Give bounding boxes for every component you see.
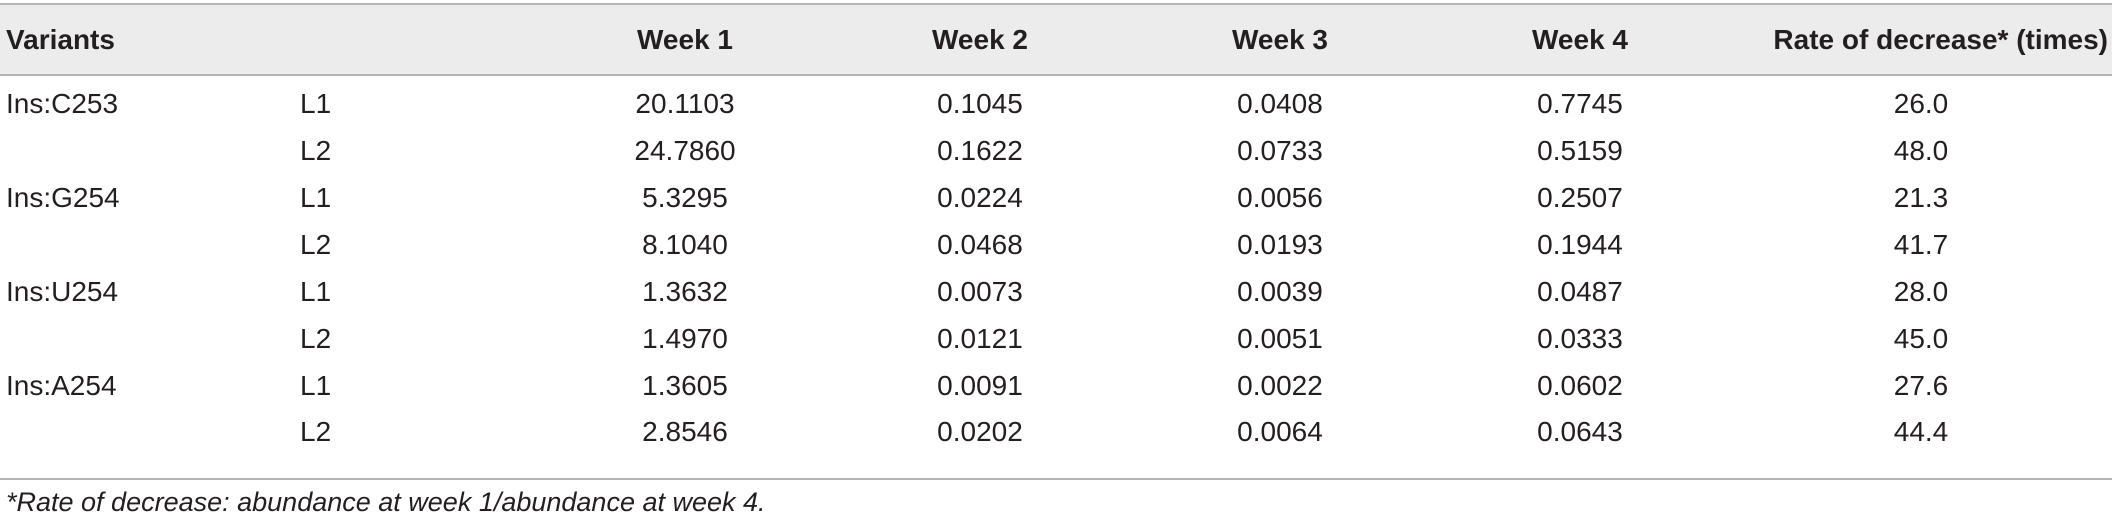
week-1-cell: 1.3632 bbox=[642, 275, 728, 307]
rate-cell: 45.0 bbox=[1893, 322, 1949, 354]
table-row: Ins:A254 L1 1.3605 0.0091 0.0022 0.0602 … bbox=[0, 362, 2112, 409]
week-2-cell: 0.0202 bbox=[937, 416, 1023, 447]
variant-cell bbox=[0, 221, 300, 268]
table-row: L2 1.4970 0.0121 0.0051 0.0333 45.0 bbox=[0, 315, 2112, 362]
variant-cell: Ins:G254 bbox=[6, 181, 120, 213]
week-4-cell: 0.1944 bbox=[1537, 228, 1623, 260]
week-4-cell: 0.2507 bbox=[1537, 181, 1623, 213]
table-row: Ins:U254 L1 1.3632 0.0073 0.0039 0.0487 … bbox=[0, 268, 2112, 315]
table-bottom-rule bbox=[0, 478, 2112, 480]
line-cell: L1 bbox=[300, 87, 332, 119]
week-4-cell: 0.0487 bbox=[1537, 275, 1623, 307]
week-1-cell: 5.3295 bbox=[642, 181, 728, 213]
header-rate-of-decrease: Rate of decrease* (times) bbox=[1773, 23, 2108, 55]
week-1-cell: 24.7860 bbox=[634, 134, 736, 166]
variant-cell: Ins:A254 bbox=[6, 369, 117, 401]
table-row: Ins:G254 L1 5.3295 0.0224 0.0056 0.2507 … bbox=[0, 174, 2112, 221]
rate-cell: 41.7 bbox=[1893, 228, 1949, 260]
week-1-cell: 1.3605 bbox=[642, 369, 728, 401]
line-cell: L1 bbox=[300, 369, 332, 401]
line-cell: L2 bbox=[300, 228, 332, 260]
table-body: Ins:C253 L1 20.1103 0.1045 0.0408 0.7745… bbox=[0, 75, 2112, 461]
table-row: L2 8.1040 0.0468 0.0193 0.1944 41.7 bbox=[0, 221, 2112, 268]
line-cell: L1 bbox=[300, 275, 332, 307]
week-2-cell: 0.0224 bbox=[937, 181, 1023, 213]
rate-cell: 44.4 bbox=[1893, 416, 1949, 447]
week-3-cell: 0.0408 bbox=[1237, 87, 1323, 119]
week-4-cell: 0.0602 bbox=[1537, 369, 1623, 401]
header-week-2: Week 2 bbox=[932, 23, 1028, 55]
rate-cell: 27.6 bbox=[1893, 369, 1949, 401]
week-2-cell: 0.1622 bbox=[937, 134, 1023, 166]
line-cell: L2 bbox=[300, 416, 332, 447]
week-2-cell: 0.1045 bbox=[937, 87, 1023, 119]
week-4-cell: 0.5159 bbox=[1537, 134, 1623, 166]
rate-cell: 48.0 bbox=[1893, 134, 1949, 166]
week-4-cell: 0.7745 bbox=[1537, 87, 1623, 119]
week-1-cell: 1.4970 bbox=[642, 322, 728, 354]
variant-cell: Ins:C253 bbox=[6, 87, 119, 119]
table-row: L2 2.8546 0.0202 0.0064 0.0643 44.4 bbox=[0, 409, 2112, 461]
table-footnote: *Rate of decrease: abundance at week 1/a… bbox=[6, 487, 766, 517]
line-cell: L2 bbox=[300, 134, 332, 166]
week-3-cell: 0.0039 bbox=[1237, 275, 1323, 307]
header-week-1: Week 1 bbox=[637, 23, 733, 55]
week-1-cell: 20.1103 bbox=[635, 87, 735, 119]
line-cell: L2 bbox=[300, 322, 332, 354]
rate-cell: 28.0 bbox=[1893, 275, 1949, 307]
variant-cell bbox=[0, 315, 300, 362]
header-week-4: Week 4 bbox=[1532, 23, 1628, 55]
week-3-cell: 0.0064 bbox=[1237, 416, 1323, 447]
week-2-cell: 0.0091 bbox=[937, 369, 1023, 401]
week-3-cell: 0.0193 bbox=[1237, 228, 1323, 260]
variant-cell bbox=[0, 127, 300, 174]
week-3-cell: 0.0056 bbox=[1237, 181, 1323, 213]
week-1-cell: 8.1040 bbox=[642, 228, 728, 260]
table-row: L2 24.7860 0.1622 0.0733 0.5159 48.0 bbox=[0, 127, 2112, 174]
table-row: Ins:C253 L1 20.1103 0.1045 0.0408 0.7745… bbox=[0, 75, 2112, 127]
line-cell: L1 bbox=[300, 181, 332, 213]
week-3-cell: 0.0733 bbox=[1237, 134, 1323, 166]
week-4-cell: 0.0643 bbox=[1537, 416, 1623, 447]
week-1-cell: 2.8546 bbox=[642, 416, 728, 447]
table-header: Variants Week 1 Week 2 Week 3 Week 4 Rat… bbox=[0, 4, 2112, 75]
week-2-cell: 0.0121 bbox=[937, 322, 1023, 354]
header-variants: Variants bbox=[6, 23, 115, 55]
rate-cell: 21.3 bbox=[1893, 181, 1949, 213]
rate-cell: 26.0 bbox=[1893, 87, 1949, 119]
week-3-cell: 0.0051 bbox=[1237, 322, 1323, 354]
variant-cell: Ins:U254 bbox=[6, 275, 119, 307]
week-4-cell: 0.0333 bbox=[1537, 322, 1623, 354]
header-line bbox=[300, 4, 540, 75]
abundance-table: Variants Week 1 Week 2 Week 3 Week 4 Rat… bbox=[0, 3, 2112, 461]
week-2-cell: 0.0468 bbox=[937, 228, 1023, 260]
variant-cell bbox=[0, 409, 300, 461]
week-3-cell: 0.0022 bbox=[1237, 369, 1323, 401]
header-row: Variants Week 1 Week 2 Week 3 Week 4 Rat… bbox=[0, 4, 2112, 75]
week-2-cell: 0.0073 bbox=[937, 275, 1023, 307]
header-week-3: Week 3 bbox=[1232, 23, 1328, 55]
